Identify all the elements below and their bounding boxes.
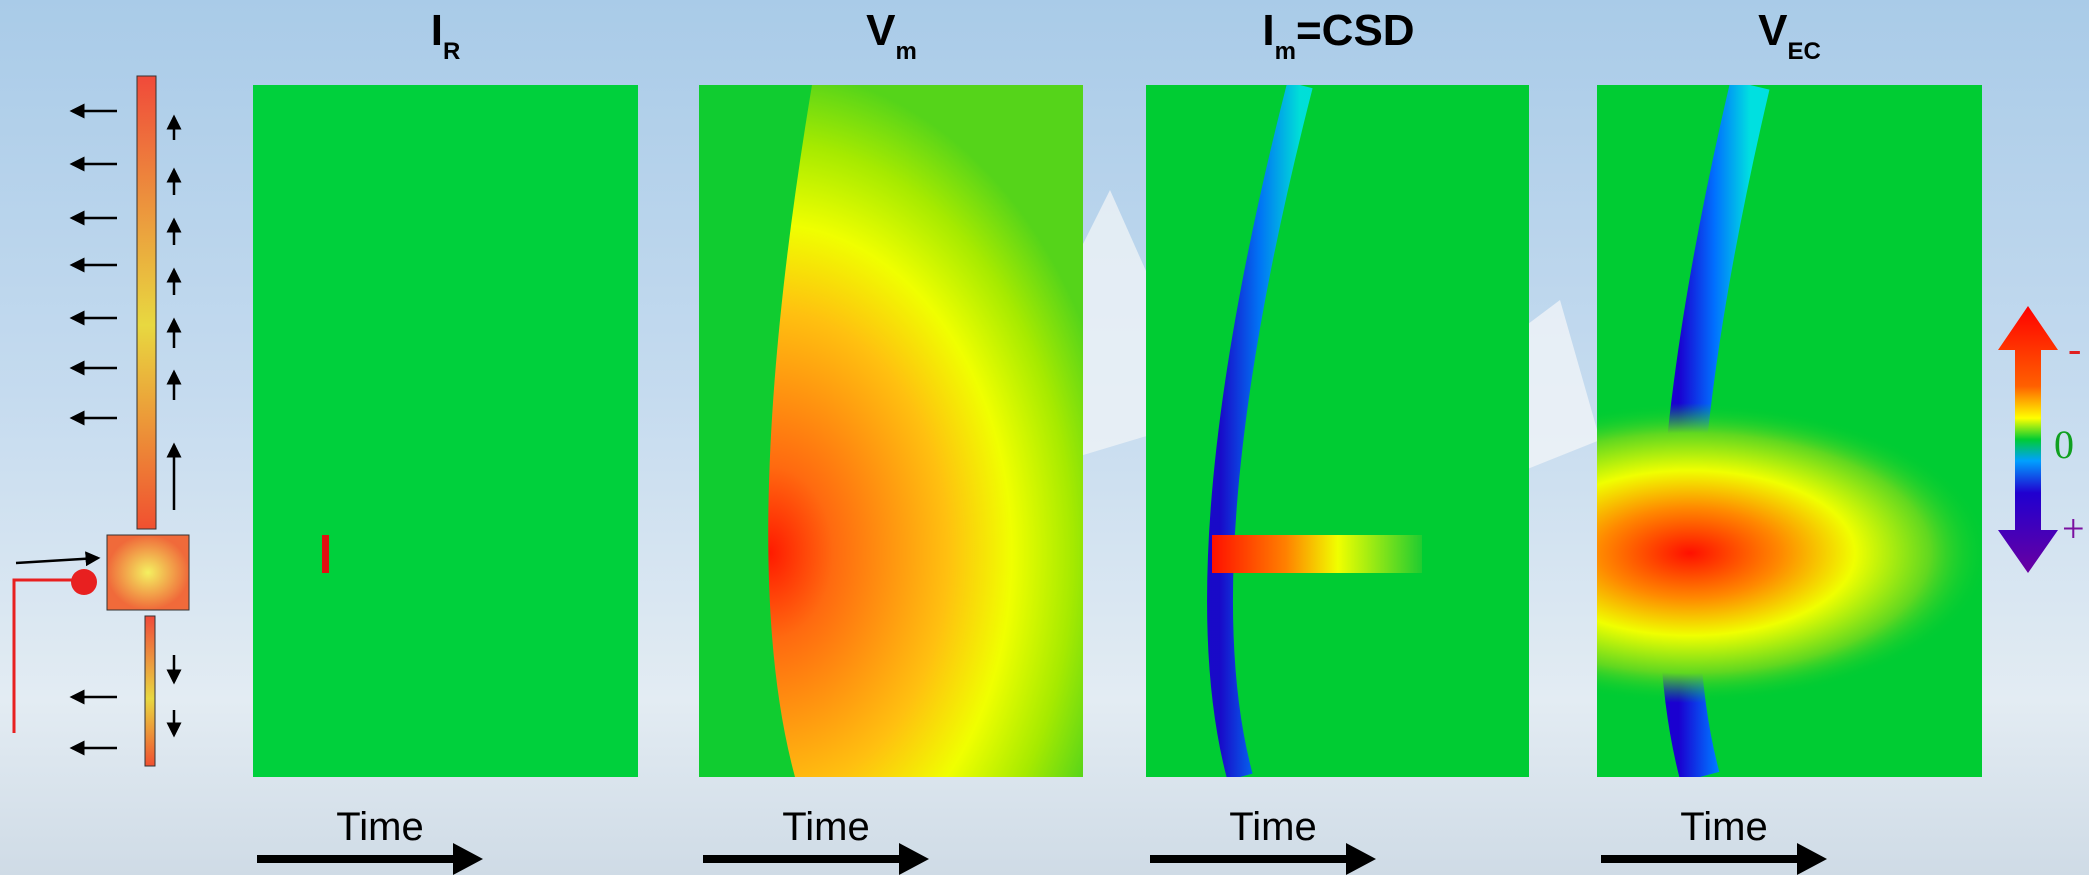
title-subscript: R — [443, 38, 460, 65]
colorbar-label: - — [2068, 326, 2081, 371]
time-arrow — [1150, 855, 1355, 863]
title-subscript: m — [896, 38, 917, 65]
time-arrow — [703, 855, 908, 863]
time-arrow-head — [899, 843, 929, 875]
title-main: I — [1262, 6, 1274, 55]
colorbar: - 0 + — [1998, 306, 2085, 573]
title-main: V — [1758, 6, 1788, 55]
time-label: Time — [1229, 805, 1316, 849]
panel-title: Im=CSD — [1262, 6, 1414, 65]
time-label: Time — [336, 805, 423, 849]
panel-title: Vm — [866, 6, 917, 65]
time-arrow — [257, 855, 462, 863]
time-arrow-head — [453, 843, 483, 875]
panel-title: VEC — [1758, 6, 1821, 65]
colorbar-label: + — [2062, 506, 2085, 551]
heatmap-vec — [1597, 85, 1982, 777]
heatmap-im — [1146, 85, 1529, 777]
heatmap-ir — [253, 85, 638, 777]
title-subscript: m — [1275, 38, 1296, 65]
time-label: Time — [782, 805, 869, 849]
title-suffix: =CSD — [1296, 6, 1415, 55]
time-arrow-head — [1346, 843, 1376, 875]
time-label: Time — [1680, 805, 1767, 849]
panel-title: IR — [431, 6, 461, 65]
title-main: V — [866, 6, 896, 55]
time-arrow-head — [1797, 843, 1827, 875]
heatmap-vm — [699, 85, 1083, 777]
colorbar-label: 0 — [2054, 422, 2074, 467]
neuron-schematic — [12, 75, 190, 767]
title-main: I — [431, 6, 443, 55]
time-arrow — [1601, 855, 1806, 863]
title-subscript: EC — [1788, 38, 1821, 65]
